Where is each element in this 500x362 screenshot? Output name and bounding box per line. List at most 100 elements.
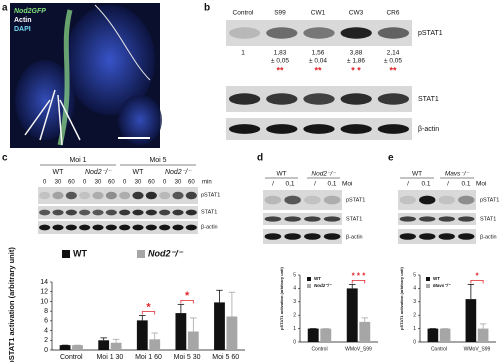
significance-bracket [141,311,156,315]
x-tick-label: WMoV_S99 [345,346,372,352]
unit-label: Moi [342,181,352,188]
blot-band [323,195,341,205]
blot-label: β-actin [346,234,363,240]
significance: ** [276,65,284,75]
quant-value: 3,88 [350,50,363,57]
blot [398,213,476,225]
blot-band [172,191,184,200]
blot-band [323,233,341,240]
blot-band [145,191,157,200]
blot-band [228,27,261,39]
legend-swatch [307,277,311,281]
dose-label: / [272,181,274,188]
legend-swatch [307,284,311,288]
blot-band [185,209,197,216]
blot [263,213,342,225]
blot-label: STAT1 [346,216,362,222]
time-label: 30 [175,180,182,186]
y-axis-label: pSTAT1 activation (arbitrary unit) [7,247,16,362]
legend-swatch [62,250,70,258]
blot-band [92,224,104,231]
x-tick-label: Control [60,354,83,361]
y-tick-label: 2 [44,337,48,344]
significance: ** [389,65,397,75]
blot-band [145,209,157,216]
blot [38,206,198,219]
quant-error: ± 0,05 [384,58,402,65]
blot-band [284,216,301,222]
bar [110,342,122,350]
blot-band [458,233,475,240]
bar [427,328,439,342]
blot-band [105,191,117,200]
bar [465,299,477,342]
bar [477,328,489,342]
blot-band [65,224,77,231]
y-tick-label: 0 [413,339,416,345]
blot-band [303,124,335,134]
blot-band [159,209,171,216]
y-tick-label: 0 [44,347,48,354]
lane-label: Control [233,10,255,17]
blot-band [266,27,298,39]
channel-label: Nod2GFP [14,8,46,15]
dose-label: 0.1 [461,181,470,188]
legend-label: WT [314,276,321,281]
blot [398,229,476,244]
blot-band [399,233,416,240]
x-tick-label: Moi 5 30 [174,354,201,361]
blot-band [377,27,410,39]
quant-value: 1 [241,50,245,57]
blot-band [377,93,410,105]
y-tick-label: 1 [293,326,296,332]
blot-band [145,224,157,231]
channel-label: Actin [14,17,32,24]
blot-band [438,216,455,222]
x-tick-label: Control [431,346,447,352]
blot-band [438,233,455,240]
y-axis-label: pSTAT1 activation (arbitrary unit) [399,266,404,329]
blot-band [65,209,77,216]
y-tick-label: 4 [413,286,416,292]
significance: * [475,271,479,280]
y-tick-label: 0 [293,339,296,345]
group-label: Moi 5 [149,157,166,164]
x-tick-label: Moi 1 30 [96,354,123,361]
quant-error: ± 1,86 [347,58,365,65]
x-tick-label: Moi 5 60 [212,354,239,361]
unit-label: min [202,180,212,186]
y-tick-label: 5 [293,272,296,278]
panel-letter: b [204,3,210,14]
lane-label: CW3 [349,10,364,17]
dose-label: / [447,181,449,188]
y-tick-label: 4 [293,286,296,292]
bar [320,328,332,342]
blot-label: pSTAT1 [480,197,499,203]
blot-band [132,209,144,216]
bar [59,345,71,350]
y-tick-label: 10 [40,298,48,305]
lane-label: S99 [274,10,286,17]
blot-label: β-actin [480,234,497,240]
blot-label: pSTAT1 [346,197,365,203]
blot-band [458,216,475,222]
bar [98,340,110,350]
blot-band [105,224,117,231]
y-tick-label: 4 [44,327,48,334]
dose-label: 0,1 [285,181,294,188]
legend-label: WT [73,248,87,258]
panel-letter: e [388,153,394,164]
dose-label: / [407,181,409,188]
blot-band [399,216,416,222]
blot-label: STAT1 [418,96,439,103]
x-tick-label: WMoV_S99 [464,346,491,352]
blot [38,221,198,234]
bar [149,339,161,350]
y-tick-label: 12 [40,289,48,296]
significance-bracket [351,279,366,284]
significance-bracket [470,279,484,284]
blot-label: STAT1 [201,209,217,215]
significance: * * * [352,271,367,280]
blot-band [65,191,77,200]
group-label: Moi 1 [69,157,86,164]
